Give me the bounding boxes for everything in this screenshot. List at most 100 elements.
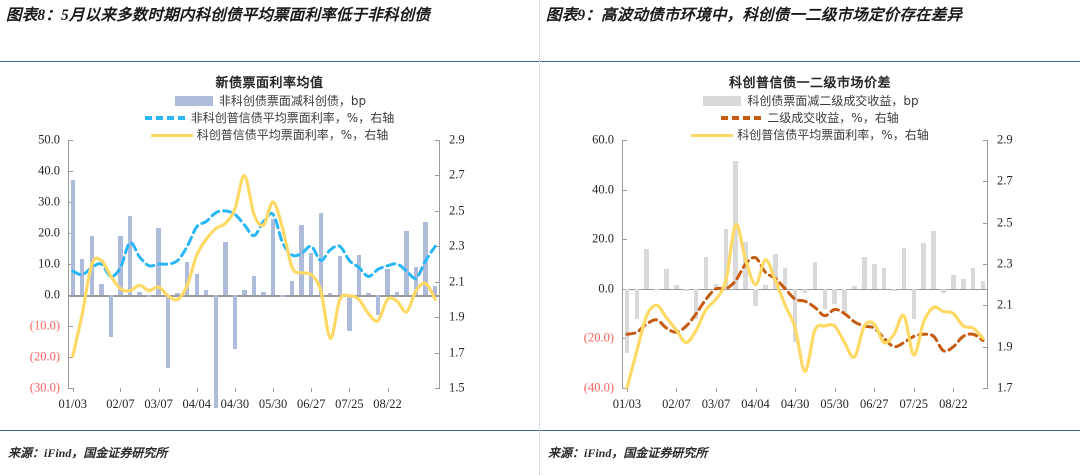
source-text: 来源：iFind，国金证券研究所 bbox=[8, 446, 168, 460]
y2-axis-label: 2.3 bbox=[449, 238, 465, 253]
bar bbox=[156, 228, 161, 295]
bar bbox=[70, 180, 75, 295]
y2-axis-label: 2.9 bbox=[449, 132, 465, 147]
series-lines bbox=[625, 223, 985, 390]
y2-axis-label: 1.7 bbox=[997, 380, 1013, 395]
y2-tick bbox=[983, 305, 988, 307]
y-axis-label: 30.0 bbox=[38, 194, 60, 209]
x-tick bbox=[874, 388, 876, 392]
x-tick bbox=[311, 388, 313, 392]
y2-tick bbox=[435, 352, 440, 354]
bar bbox=[185, 262, 190, 295]
legend-dash-line-icon bbox=[721, 112, 764, 124]
x-tick bbox=[72, 388, 74, 392]
bar bbox=[270, 219, 276, 295]
caption-rule-right bbox=[540, 60, 1080, 62]
source-text: 来源：iFind，国金证券研究所 bbox=[548, 446, 708, 460]
y-tick bbox=[68, 140, 73, 141]
source-note-right: 来源：iFind，国金证券研究所 bbox=[540, 430, 1080, 475]
bar bbox=[763, 285, 768, 289]
caption-rule-left bbox=[0, 60, 539, 62]
bar bbox=[941, 288, 946, 293]
bar bbox=[299, 225, 304, 295]
legend-label: 二级成交收益，%，右轴 bbox=[767, 111, 899, 125]
bar bbox=[713, 283, 719, 289]
y2-tick bbox=[435, 246, 440, 248]
legend-swatch-bar-icon bbox=[173, 95, 215, 107]
bar bbox=[951, 275, 956, 289]
x-axis-label: 06/27 bbox=[859, 397, 889, 411]
y-axis-label: 40.0 bbox=[38, 163, 60, 178]
bar bbox=[881, 267, 887, 289]
y-axis-label: (20.0) bbox=[583, 330, 614, 345]
y-tick bbox=[622, 140, 627, 141]
bar bbox=[242, 290, 247, 295]
source-note-left: 来源：iFind，国金证券研究所 bbox=[0, 430, 539, 475]
bar bbox=[773, 254, 778, 289]
x-axis-label: 01/03 bbox=[58, 397, 88, 411]
y-axis-label: (10.0) bbox=[29, 318, 60, 333]
legend-label: 非科创债票面减科创债，bp bbox=[218, 94, 367, 108]
solid-series-path bbox=[71, 173, 437, 358]
legend-item: 科创普信债平均票面利率，%，右轴 bbox=[691, 126, 929, 143]
x-axis-label: 02/07 bbox=[662, 397, 691, 411]
chart-title-right: 科创普信债一二级市场价差 bbox=[728, 76, 891, 91]
bar bbox=[664, 268, 669, 289]
bar bbox=[654, 288, 659, 291]
bar bbox=[842, 288, 847, 313]
y2-tick bbox=[983, 346, 988, 348]
chart-legend-left: 非科创债票面减科创债，bp 非科创普信债平均票面利率，%，右轴 科创普信债平均票… bbox=[0, 92, 539, 143]
legend-item: 科创普信债平均票面利率，%，右轴 bbox=[150, 126, 388, 143]
y-tick bbox=[622, 239, 627, 241]
x-tick bbox=[349, 388, 351, 392]
y2-tick bbox=[983, 222, 988, 224]
y2-axis-label: 2.5 bbox=[997, 215, 1013, 230]
y-axis-label: 20.0 bbox=[38, 225, 60, 240]
y2-axis-label: 2.1 bbox=[997, 297, 1013, 312]
x-axis-label: 07/25 bbox=[335, 397, 364, 411]
bar bbox=[644, 249, 649, 289]
dashed-series-path bbox=[71, 209, 437, 280]
plot-area-left: 50.0 40.0 30.0 20.0 10.0 0.0 (10.0) (20.0) (30.0… bbox=[30, 133, 465, 412]
y-axis-label: (30.0) bbox=[29, 380, 60, 395]
bar bbox=[433, 285, 438, 295]
y2-tick bbox=[435, 281, 440, 283]
y2-tick bbox=[983, 181, 988, 183]
y-tick bbox=[68, 171, 73, 172]
y2-tick bbox=[435, 175, 440, 177]
y-tick bbox=[622, 338, 627, 340]
bar bbox=[901, 247, 907, 289]
x-axis-label: 03/07 bbox=[701, 397, 731, 411]
y2-axis-label: 1.5 bbox=[449, 380, 465, 395]
series-lines bbox=[71, 173, 437, 358]
bar bbox=[782, 267, 788, 289]
y2-tick bbox=[983, 264, 988, 265]
x-axis-label: 01/03 bbox=[612, 397, 642, 411]
x-axis-label: 05/30 bbox=[258, 397, 288, 411]
x-axis-label: 06/27 bbox=[296, 397, 326, 411]
bar bbox=[289, 281, 295, 295]
x-tick bbox=[676, 388, 678, 392]
y-axis-label: 50.0 bbox=[38, 132, 60, 147]
x-axis-label: 04/04 bbox=[741, 397, 770, 411]
x-tick bbox=[120, 388, 122, 392]
y-axis-label: 20.0 bbox=[592, 231, 614, 246]
bar bbox=[753, 288, 758, 307]
y-tick bbox=[622, 189, 627, 191]
bar bbox=[693, 288, 699, 319]
caption-block-right: 图表9：高波动债市环境中，科创债一二级市场定价存在差异 bbox=[540, 0, 1080, 62]
bar bbox=[792, 288, 798, 343]
x-tick bbox=[755, 388, 757, 392]
bar bbox=[394, 291, 400, 295]
zero-line bbox=[68, 295, 440, 297]
bar bbox=[413, 267, 419, 295]
figure-caption-right: 图表9：高波动债市环境中，科创债一二级市场定价存在差异 bbox=[546, 7, 963, 24]
chart-title-left: 新债票面利率均值 bbox=[215, 76, 324, 91]
bar bbox=[862, 256, 867, 289]
legend-label: 科创普信债平均票面利率，%，右轴 bbox=[737, 128, 929, 142]
plot-area-right: 60.0 40.0 20.0 0.0 (20.0) (40.0) 2.9 2.7 2.5 2.3 2… bbox=[584, 133, 1013, 412]
bar bbox=[385, 268, 390, 295]
legend-swatch-bar-icon bbox=[701, 95, 743, 107]
y-tick bbox=[68, 357, 73, 358]
x-axis-label: 08/22 bbox=[373, 397, 402, 411]
